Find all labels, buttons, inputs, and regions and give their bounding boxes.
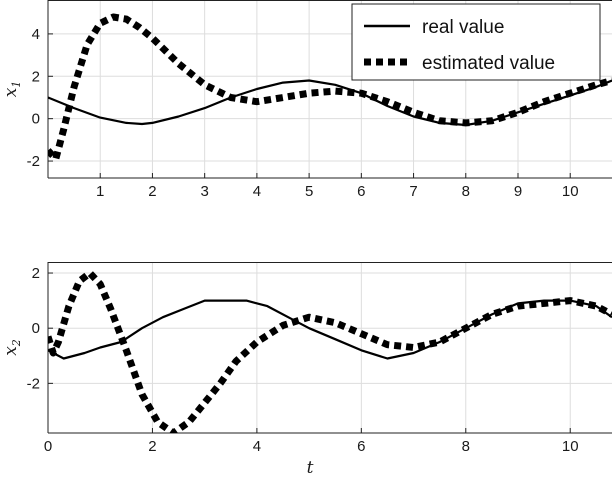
x-tick-label: 6 xyxy=(357,438,365,455)
y-tick-label: 2 xyxy=(32,265,40,282)
y-tick-label: 2 xyxy=(32,68,40,85)
x-axis-label: t xyxy=(307,458,314,478)
y-axis-label: x1 xyxy=(1,81,23,98)
subplot-1: 1 2 3 4 5 6 7 8 9 10 -2 0 2 4 x1 real value estimated va… xyxy=(1,0,612,200)
y-tick-label: 0 xyxy=(32,320,40,337)
legend-entry: real value xyxy=(422,17,504,38)
legend-entry: estimated value xyxy=(422,53,555,74)
x-tick-label: 0 xyxy=(44,438,52,455)
x-tick-label: 6 xyxy=(357,183,365,200)
y-tick-label: 4 xyxy=(32,26,40,43)
x-tick-label: 4 xyxy=(253,438,261,455)
x-tick-label: 10 xyxy=(562,438,579,455)
series-estimated-value xyxy=(48,269,612,433)
plot-area xyxy=(48,13,612,163)
y-tick-label: 0 xyxy=(32,111,40,128)
x-tick-label: 3 xyxy=(200,183,208,200)
legend-box xyxy=(351,3,601,81)
subplot-2: 0 2 4 6 8 10 -2 0 2 x2 t xyxy=(1,262,612,478)
x-tick-label: 1 xyxy=(96,183,104,200)
y-tick-label: -2 xyxy=(27,375,40,392)
series-estimated-value xyxy=(48,13,612,163)
x-tick-label: 2 xyxy=(148,438,156,455)
x-tick-label: 10 xyxy=(562,183,579,200)
x-tick-label: 8 xyxy=(462,183,470,200)
x-tick-label: 4 xyxy=(253,183,261,200)
plot-area xyxy=(48,269,612,433)
x-tick-label: 5 xyxy=(305,183,313,200)
legend: real value estimated value xyxy=(351,3,601,81)
x-tick-label: 8 xyxy=(462,438,470,455)
series-real-value xyxy=(48,299,612,360)
x-tick-label: 2 xyxy=(148,183,156,200)
y-tick-label: -2 xyxy=(27,153,40,170)
x-tick-label: 9 xyxy=(514,183,522,200)
y-axis-label: x2 xyxy=(1,339,23,356)
x-tick-label: 7 xyxy=(409,183,417,200)
